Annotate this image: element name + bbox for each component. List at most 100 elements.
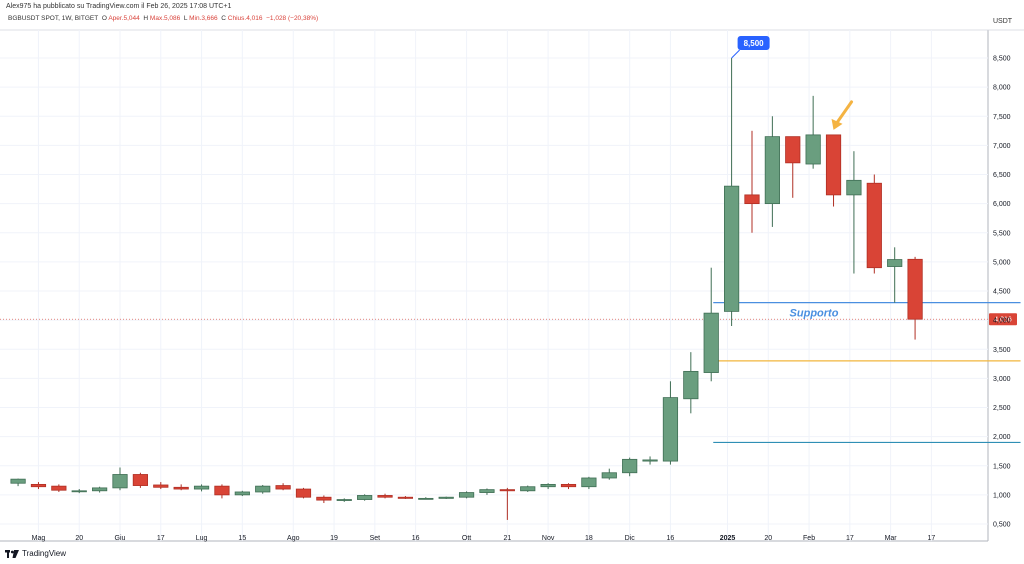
candle-body <box>785 136 801 164</box>
last-price-label: 4,016 <box>994 317 1012 324</box>
legend-low: Min.3,666 <box>189 15 218 22</box>
y-tick-label: 6,000 <box>993 201 1011 208</box>
candle-body <box>336 499 352 501</box>
candle-body <box>744 194 760 205</box>
high-callout-label: 8,500 <box>744 39 765 48</box>
candle-body <box>622 458 638 474</box>
candle-body <box>214 485 230 496</box>
candle-body <box>540 483 556 488</box>
legend-change: −1,028 (−20,38%) <box>266 15 319 22</box>
annotations: 8,500 Supporto 4,016 <box>731 36 1017 326</box>
candle-body <box>560 483 577 488</box>
x-tick-label: Ago <box>287 535 300 542</box>
y-axis: 0,500 1,000 1,500 2,000 2,500 3,000 3,500 4,000… <box>993 56 1011 529</box>
candle-body <box>173 486 189 490</box>
x-tick-label: 17 <box>927 535 935 542</box>
y-tick-label: 4,000 <box>993 318 1011 325</box>
high-callout-box <box>737 36 770 50</box>
legend-open: Aper.5,044 <box>108 15 140 22</box>
y-tick-label: 5,500 <box>993 230 1011 237</box>
x-tick-label: 15 <box>238 535 246 542</box>
y-tick-label: 5,000 <box>993 259 1011 266</box>
x-tick-label: 16 <box>667 535 675 542</box>
candle-body <box>92 487 108 492</box>
candle-body <box>10 478 26 484</box>
candle-body <box>764 136 780 205</box>
candle-body <box>357 495 373 500</box>
y-tick-label: 8,500 <box>993 56 1011 63</box>
candle-body <box>581 477 597 488</box>
x-tick-label: 17 <box>846 535 854 542</box>
x-tick-label: 20 <box>764 535 772 542</box>
candle-body <box>71 490 87 493</box>
x-tick-label: 21 <box>503 535 511 542</box>
candles <box>10 58 923 520</box>
x-tick-label: Feb <box>803 535 815 542</box>
y-tick-label: 7,000 <box>993 143 1011 150</box>
legend-symbol: BGBUSDT SPOT, 1W, BITGET <box>8 15 99 22</box>
x-tick-label: 18 <box>585 535 593 542</box>
candle-body <box>907 258 923 320</box>
candle-body <box>642 459 658 462</box>
candle-body <box>193 485 210 490</box>
symbol-legend: BGBUSDT SPOT, 1W, BITGET O Aper.5,044 H … <box>8 15 318 22</box>
tradingview-footer[interactable]: TradingView <box>5 549 66 558</box>
candle-body <box>316 496 332 501</box>
candle-body <box>683 370 699 400</box>
candle-body <box>825 134 842 196</box>
drawn-lines <box>0 302 1021 444</box>
candle-body <box>846 179 862 196</box>
publisher-line: Alex975 ha pubblicato su TradingView.com… <box>6 3 232 10</box>
arrow-head <box>831 118 843 130</box>
candle-body <box>234 491 250 496</box>
candle-body <box>479 489 495 493</box>
candle-body <box>30 483 47 488</box>
y-tick-label: 2,500 <box>993 405 1011 412</box>
candle-body <box>662 397 679 462</box>
high-callout-connector <box>731 49 740 59</box>
candle-body <box>601 472 617 479</box>
candle-body <box>132 474 148 486</box>
candle-body <box>703 312 719 373</box>
x-tick-label: Set <box>370 535 381 542</box>
candle-body <box>275 485 291 490</box>
currency-label: USDT <box>993 18 1013 25</box>
candle-body <box>397 496 414 499</box>
arrow-annotation <box>831 100 854 130</box>
x-tick-label: Mar <box>885 535 898 542</box>
candle-body <box>255 485 271 493</box>
y-tick-label: 0,500 <box>993 522 1011 529</box>
candle-body <box>458 492 475 498</box>
candle-body <box>805 134 821 165</box>
legend-open-label: O <box>101 15 107 22</box>
y-tick-label: 4,500 <box>993 289 1011 296</box>
legend-close-label: C <box>221 15 226 22</box>
x-tick-label: 16 <box>412 535 420 542</box>
x-tick-label: Giu <box>115 535 126 542</box>
legend-high: Max.5,086 <box>149 15 181 22</box>
arrow-shaft <box>836 100 854 124</box>
tradingview-brand: TradingView <box>22 549 67 558</box>
candle-body <box>377 495 393 498</box>
y-tick-label: 1,500 <box>993 463 1011 470</box>
x-tick-label: 19 <box>330 535 338 542</box>
grid <box>0 29 1024 542</box>
candle-body <box>887 259 903 267</box>
candle-body <box>866 182 882 269</box>
candle-body <box>51 485 67 491</box>
candle-body <box>112 474 128 489</box>
y-tick-label: 8,000 <box>993 85 1011 92</box>
tradingview-logo-icon <box>5 549 19 558</box>
legend-high-label: H <box>143 15 149 22</box>
legend-close: Chius.4,016 <box>227 15 263 22</box>
candle-body <box>418 497 434 500</box>
x-tick-label: 2025 <box>720 535 736 542</box>
y-tick-label: 3,000 <box>993 376 1011 383</box>
x-tick-label: Lug <box>196 535 208 542</box>
x-tick-label: 17 <box>157 535 165 542</box>
candle-body <box>153 484 169 488</box>
candle-body <box>438 496 454 499</box>
y-tick-label: 6,500 <box>993 172 1011 179</box>
x-tick-label: Mag <box>32 535 46 542</box>
